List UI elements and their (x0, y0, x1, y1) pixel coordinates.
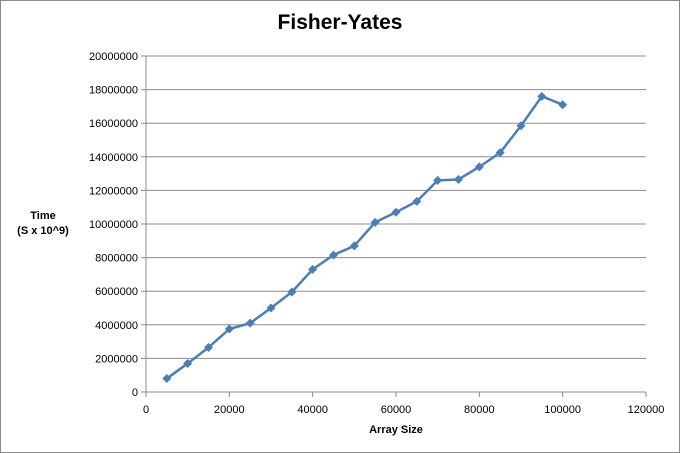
y-tick-label: 4000000 (95, 320, 138, 332)
y-tick-label: 12000000 (89, 185, 138, 197)
y-axis-label: Time (S x 10^9) (7, 209, 79, 239)
data-point (495, 148, 505, 158)
chart-title: Fisher-Yates (277, 11, 403, 34)
data-point (287, 287, 297, 297)
data-point (329, 250, 338, 260)
series-line (166, 95, 564, 380)
y-tick-label: 16000000 (89, 118, 138, 130)
data-point (537, 91, 547, 101)
x-tick-label: 60000 (381, 404, 412, 416)
x-tick-label: 100000 (544, 404, 581, 416)
y-axis-label-line-1: Time (30, 210, 56, 222)
y-tick-label: 10000000 (89, 219, 138, 231)
y-tick-label: 8000000 (95, 253, 138, 265)
x-tick-label: 120000 (628, 404, 665, 416)
data-point (474, 162, 484, 172)
data-point (391, 207, 401, 217)
x-tick-label: 0 (143, 404, 149, 416)
data-point (349, 241, 359, 251)
data-point (204, 342, 213, 352)
data-point (516, 121, 526, 131)
y-tick-label: 0 (132, 387, 138, 399)
x-tick-label: 80000 (464, 404, 495, 416)
data-point (558, 100, 568, 110)
y-tick-label: 14000000 (89, 152, 138, 164)
x-axis-label: Array Size (369, 424, 423, 436)
data-point (308, 264, 318, 274)
data-point (454, 174, 463, 184)
data-point (370, 217, 380, 227)
x-tick-label: 20000 (214, 404, 245, 416)
y-tick-label: 2000000 (95, 353, 138, 365)
x-tick-label: 40000 (297, 404, 328, 416)
data-point (183, 358, 193, 368)
y-axis-label-line-2: (S x 10^9) (17, 225, 69, 237)
data-point (224, 324, 234, 334)
data-point (433, 175, 443, 185)
y-tick-label: 6000000 (95, 286, 138, 298)
data-point (162, 374, 172, 384)
y-tick-label: 20000000 (89, 51, 138, 63)
data-point (245, 318, 255, 328)
data-point (266, 303, 276, 313)
data-point (412, 196, 422, 206)
y-tick-label: 18000000 (89, 85, 138, 97)
